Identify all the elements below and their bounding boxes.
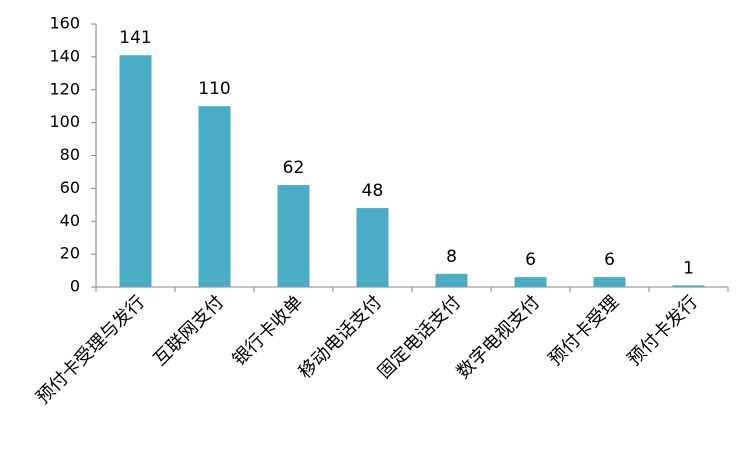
y-tick-label: 40 — [60, 211, 80, 230]
value-label: 6 — [604, 250, 615, 270]
bar — [277, 185, 310, 287]
y-tick-label: 140 — [49, 46, 80, 65]
value-label: 48 — [362, 181, 384, 201]
x-tick-label: 预付卡受理 — [545, 292, 623, 370]
bar — [119, 55, 152, 288]
y-tick-label: 80 — [60, 145, 80, 164]
bar — [435, 273, 468, 287]
x-tick-label: 预付卡受理与发行 — [32, 292, 149, 409]
x-tick-label: 固定电话支付 — [374, 292, 465, 383]
bar — [198, 106, 231, 287]
y-tick-label: 160 — [49, 14, 80, 33]
y-tick-label: 100 — [49, 112, 80, 131]
value-label: 110 — [198, 79, 230, 99]
y-tick-label: 0 — [70, 277, 80, 296]
y-tick-label: 20 — [60, 244, 80, 263]
y-tick-label: 120 — [49, 79, 80, 98]
bar — [514, 277, 547, 287]
x-tick-label: 互联网支付 — [150, 292, 228, 370]
bar — [593, 277, 626, 287]
bar — [356, 208, 389, 287]
value-label: 6 — [525, 250, 536, 270]
value-label: 8 — [446, 247, 457, 267]
x-tick-label: 移动电话支付 — [295, 292, 386, 383]
value-label: 141 — [119, 28, 151, 48]
x-tick-label: 数字电视支付 — [453, 292, 544, 383]
y-tick-label: 60 — [60, 178, 80, 197]
value-label: 1 — [683, 258, 694, 278]
bar — [672, 285, 705, 287]
x-tick-label: 预付卡发行 — [624, 292, 702, 370]
x-tick-label: 银行卡收单 — [229, 292, 307, 370]
value-label: 62 — [283, 158, 305, 178]
